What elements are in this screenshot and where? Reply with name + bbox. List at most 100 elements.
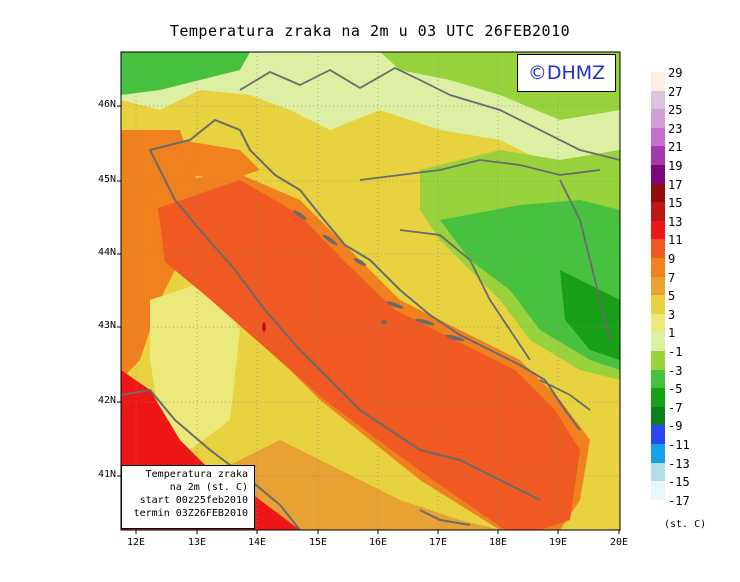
- legend-label: -1: [668, 345, 683, 359]
- legend-swatch: [651, 499, 665, 519]
- lon-label-19e: 19E: [548, 537, 568, 548]
- legend-swatch: [651, 109, 665, 128]
- legend-label: 17: [668, 177, 683, 192]
- legend-swatch: [651, 481, 665, 500]
- legend-entry: -17: [651, 494, 740, 519]
- legend-entry: -13: [651, 457, 740, 482]
- legend-entry: 23: [651, 122, 740, 147]
- legend-swatch: [651, 313, 665, 333]
- info-line-2: na 2m (st. C): [169, 482, 248, 493]
- legend-entry: 11: [651, 233, 740, 258]
- legend-entry: -9: [651, 419, 740, 444]
- lon-label-15e: 15E: [308, 537, 328, 548]
- legend-label: 19: [668, 159, 683, 173]
- coastline: [121, 119, 581, 530]
- legend-swatch: [651, 72, 665, 91]
- legend-swatch: [651, 351, 665, 370]
- legend-entry: 1: [651, 326, 740, 351]
- legend-entry: -15: [651, 475, 740, 500]
- north-green-zone: [121, 52, 250, 95]
- country-borders: [239, 66, 620, 411]
- legend-swatch: [651, 388, 665, 407]
- legend-label: 11: [668, 233, 683, 248]
- legend-swatch: [651, 146, 665, 165]
- legend-entry: 3: [651, 308, 740, 333]
- legend-entry: 29: [651, 66, 740, 91]
- legend-swatch: [651, 90, 665, 110]
- lon-label-14e: 14E: [247, 537, 267, 548]
- info-line-3: start 00z25feb2010: [139, 495, 248, 506]
- lat-label-41n: 41N: [97, 469, 116, 480]
- legend-label: -17: [668, 493, 690, 508]
- legend-entry: 27: [651, 85, 740, 110]
- legend-entry: 13: [651, 215, 740, 240]
- legend-entry: 19: [651, 159, 740, 184]
- lon-label-16e: 16E: [368, 537, 388, 548]
- legend-swatch: [651, 276, 665, 296]
- legend-entry: 15: [651, 196, 740, 221]
- legend-label: 25: [668, 103, 683, 118]
- legend-entry: -5: [651, 382, 740, 407]
- axis-ticks: [117, 105, 620, 534]
- legend-entry: 9: [651, 252, 740, 277]
- legend-swatch: [651, 258, 665, 277]
- north-adriatic-edge: [180, 140, 260, 180]
- lon-label-20e: 20E: [609, 537, 629, 548]
- legend-swatch: [651, 406, 665, 426]
- legend-entry: 17: [651, 178, 740, 203]
- lat-label-45n: 45N: [97, 174, 116, 185]
- legend-swatch: [651, 332, 665, 351]
- legend-label: 13: [668, 214, 683, 229]
- legend-label: 1: [668, 326, 676, 341]
- legend-swatch: [651, 239, 665, 258]
- legend-swatch: [651, 444, 665, 463]
- legend-swatch: [651, 220, 665, 240]
- lon-label-12e: 12E: [126, 537, 146, 548]
- legend-swatch: [651, 165, 665, 184]
- legend-label: 27: [668, 84, 683, 99]
- legend-label: 29: [668, 66, 683, 80]
- legend-entry: -1: [651, 345, 740, 370]
- legend-label: -15: [668, 475, 690, 490]
- lon-label-17e: 17E: [428, 537, 448, 548]
- legend-entry: -3: [651, 364, 740, 389]
- info-line-4: termin 03Z26FEB2010: [133, 508, 248, 519]
- info-box: Temperatura zraka na 2m (st. C) start 00…: [121, 465, 255, 529]
- lat-label-46n: 46N: [97, 99, 116, 110]
- islands: [262, 210, 465, 342]
- map-frame: [120, 51, 621, 531]
- lat-label-43n: 43N: [97, 320, 116, 331]
- lat-label-44n: 44N: [97, 247, 116, 258]
- legend-label: -9: [668, 419, 683, 434]
- legend-swatch: [651, 369, 665, 389]
- legend-entry: -7: [651, 401, 740, 426]
- legend-label: 3: [668, 307, 676, 322]
- legend-swatch: [651, 462, 665, 482]
- legend-label: 23: [668, 121, 683, 136]
- legend-label: 5: [668, 289, 676, 304]
- lon-label-18e: 18E: [488, 537, 508, 548]
- legend-entry: -11: [651, 438, 740, 463]
- lat-label-42n: 42N: [97, 395, 116, 406]
- legend-label: 9: [668, 252, 676, 266]
- legend-entry: 7: [651, 271, 740, 296]
- legend-swatch: [651, 202, 665, 221]
- lon-label-13e: 13E: [187, 537, 207, 548]
- legend-entry: 5: [651, 289, 740, 314]
- italy-light-zone: [150, 280, 240, 450]
- legend-label: -3: [668, 363, 683, 378]
- legend-swatch: [651, 295, 665, 314]
- legend-label: 15: [668, 196, 683, 211]
- legend-swatch: [651, 183, 665, 203]
- legend-label: -5: [668, 382, 683, 397]
- info-line-1: Temperatura zraka: [145, 469, 248, 480]
- legend-label: 7: [668, 270, 676, 285]
- legend-label: -11: [668, 438, 690, 452]
- legend-entry: 21: [651, 140, 740, 165]
- south-warm-zone: [220, 440, 500, 530]
- inland-coldest-zone: [560, 270, 620, 360]
- legend-label: 21: [668, 140, 683, 155]
- map-title: Temperatura zraka na 2m u 03 UTC 26FEB20…: [169, 22, 571, 40]
- legend-swatch: [651, 127, 665, 147]
